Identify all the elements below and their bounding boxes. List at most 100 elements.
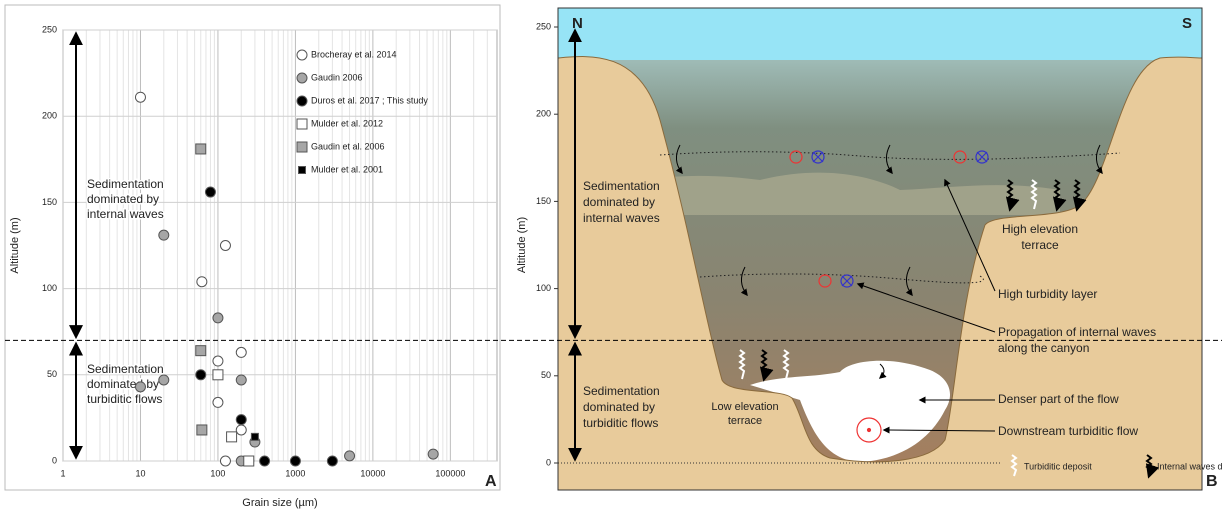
zone-label: internal waves xyxy=(583,211,660,225)
y-tick-label: 250 xyxy=(536,21,551,31)
legend-label: Gaudin 2006 xyxy=(311,72,363,82)
zone-label: turbiditic flows xyxy=(583,416,658,430)
point xyxy=(196,276,208,288)
point xyxy=(259,455,271,467)
x-tick-label: 1 xyxy=(60,468,65,478)
y-tick-label: 0 xyxy=(546,457,551,467)
x-tick-label: 100 xyxy=(210,468,225,478)
point xyxy=(204,186,216,198)
legend-label: Duros et al. 2017 ; This study xyxy=(311,95,428,105)
annotation: Denser part of the flow xyxy=(998,392,1119,406)
y-tick-label: 100 xyxy=(536,283,551,293)
south-label: S xyxy=(1182,15,1192,32)
sky xyxy=(558,8,1202,60)
point xyxy=(212,396,224,408)
panel-label: B xyxy=(1206,473,1218,490)
y-tick-label: 250 xyxy=(42,24,57,34)
legend-label: Mulder et al. 2012 xyxy=(311,118,383,128)
zone-label: dominated by xyxy=(87,377,159,391)
legend-marker xyxy=(296,118,308,130)
point xyxy=(212,312,224,324)
point xyxy=(243,455,255,467)
point xyxy=(195,345,207,357)
wave-line xyxy=(659,151,1121,160)
point xyxy=(235,414,247,426)
panel-a: 1 10 100 1000 10000 100000 0 50 100 150 200 250 Grai… xyxy=(9,24,498,509)
legend-marker xyxy=(296,72,308,84)
point xyxy=(158,374,170,386)
point xyxy=(226,431,238,443)
x-tick-label: 100000 xyxy=(435,468,465,478)
point xyxy=(134,381,146,393)
y-tick-label: 150 xyxy=(42,197,57,207)
point xyxy=(235,424,247,436)
point xyxy=(219,455,231,467)
legend-marker xyxy=(298,166,306,174)
terrace-label: terrace xyxy=(728,415,762,427)
point xyxy=(289,455,301,467)
terrace-label: High elevation xyxy=(1002,222,1078,236)
point xyxy=(134,91,146,103)
y-tick-label: 100 xyxy=(42,283,57,293)
legend-marker xyxy=(296,95,308,107)
annotation: High turbidity layer xyxy=(998,287,1097,301)
dense-flow xyxy=(750,360,950,462)
panel-b-axis: 0 50 100 150 200 250 xyxy=(536,21,1000,467)
zone-label: turbiditic flows xyxy=(87,392,162,406)
point xyxy=(196,424,208,436)
terrain xyxy=(557,56,1203,491)
legend-marker xyxy=(296,49,308,61)
zone-label: dominated by xyxy=(87,192,159,206)
x-tick-label: 1000 xyxy=(285,468,305,478)
zone-label: dominated by xyxy=(583,195,655,209)
legend-label: Turbiditic deposit xyxy=(1024,461,1092,471)
x-tick-label: 10 xyxy=(135,468,145,478)
terrace-label: Low elevation xyxy=(711,401,778,413)
point xyxy=(212,369,224,381)
point xyxy=(344,450,356,462)
legend-label: Internal waves deposit xyxy=(1157,461,1222,471)
zone-label: Sedimentation xyxy=(87,362,164,376)
y-axis-title: Altitude (m) xyxy=(9,217,21,273)
y-tick-label: 150 xyxy=(536,196,551,206)
y-tick-label: 200 xyxy=(536,109,551,119)
x-tick-label: 10000 xyxy=(360,468,385,478)
point xyxy=(235,346,247,358)
zone-label: Sedimentation xyxy=(583,384,660,398)
legend-marker xyxy=(296,141,308,153)
legend-label: Gaudin et al. 2006 xyxy=(311,141,385,151)
point xyxy=(427,448,439,460)
panel-b: N S Sedimentation dominated by internal … xyxy=(516,7,1222,491)
pointers xyxy=(675,144,1103,434)
north-label: N xyxy=(572,15,583,32)
panel-a-frame xyxy=(4,4,501,491)
y-tick-label: 50 xyxy=(47,369,57,379)
turbiditic-deposits xyxy=(738,179,1038,477)
point xyxy=(158,229,170,241)
legend-label: Brocheray et al. 2014 xyxy=(311,49,397,59)
point xyxy=(235,374,247,386)
turbidity-layer xyxy=(600,172,1060,215)
point xyxy=(219,240,231,251)
annotation: Downstream turbiditic flow xyxy=(998,424,1138,438)
point xyxy=(250,432,259,441)
zone-label: dominated by xyxy=(583,400,655,414)
wave-line xyxy=(699,273,984,284)
terrace-label: terrace xyxy=(1021,238,1059,252)
y-tick-label: 50 xyxy=(541,370,551,380)
annotation: along the canyon xyxy=(998,341,1089,355)
zone-label: internal waves xyxy=(87,207,164,221)
point xyxy=(326,455,338,467)
internal-deposits xyxy=(759,179,1160,479)
zone-label: Sedimentation xyxy=(583,179,660,193)
panel-label: A xyxy=(485,473,497,490)
point xyxy=(212,355,224,367)
wave-symbols xyxy=(789,150,989,443)
point xyxy=(195,369,207,381)
x-axis-title: Grain size (µm) xyxy=(242,497,317,509)
legend-label: Mulder et al. 2001 xyxy=(311,164,383,174)
y-tick-label: 200 xyxy=(42,111,57,121)
y-axis-title: Altitude (m) xyxy=(516,217,528,273)
point xyxy=(195,143,207,155)
